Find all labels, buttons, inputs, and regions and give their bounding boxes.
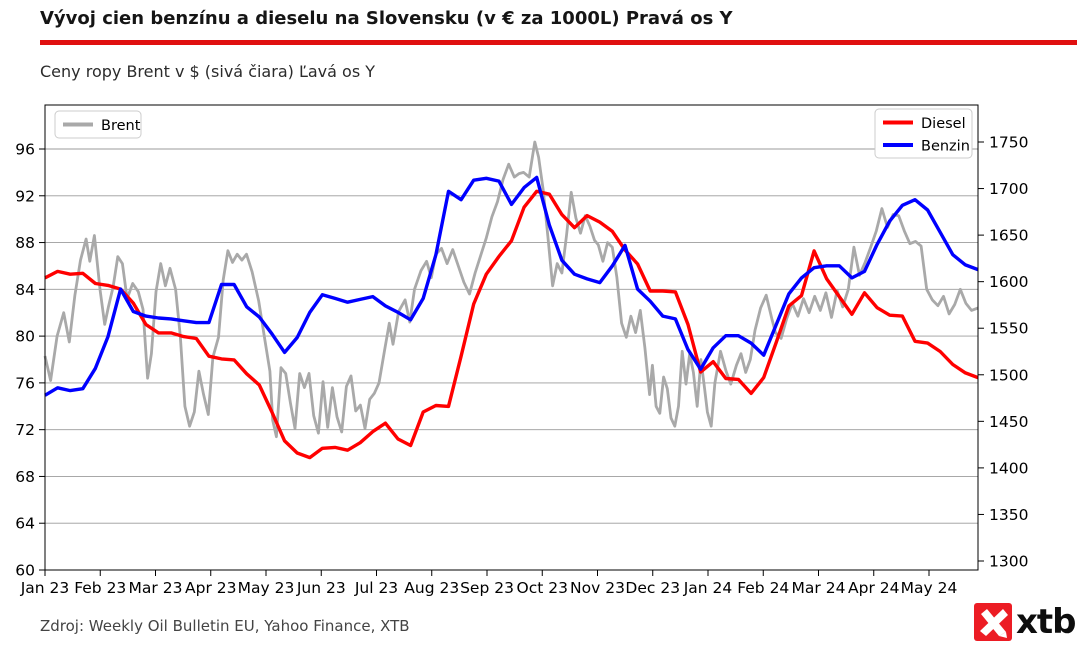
left-axis-tick-label: 60 — [15, 561, 35, 579]
series-lines — [43, 140, 979, 460]
right-axis-tick-label: 1750 — [989, 134, 1028, 152]
left-axis-tick-label: 88 — [15, 234, 35, 252]
left-axis-tick-label: 64 — [15, 515, 35, 533]
x-axis-tick-label: Sep 23 — [460, 579, 514, 597]
x-axis-tick-label: Jan 23 — [20, 579, 70, 597]
x-axis-tick-label: Feb 23 — [74, 579, 126, 597]
x-axis-tick-label: Dec 23 — [625, 579, 680, 597]
left-axis-tick-label: 92 — [15, 187, 35, 205]
source-note: Zdroj: Weekly Oil Bulletin EU, Yahoo Fin… — [40, 617, 410, 635]
x-axis-tick-label: Feb 24 — [737, 579, 789, 597]
x-axis-tick-label: Apr 23 — [185, 579, 236, 597]
chart-subtitle: Ceny ropy Brent v $ (sivá čiara) Ľavá os… — [40, 62, 376, 81]
x-axis-tick-label: Jul 23 — [354, 579, 398, 597]
plot-border — [44, 104, 979, 571]
left-axis-tick-label: 68 — [15, 468, 35, 486]
xtb-logo-icon — [974, 603, 1012, 641]
x-axis-tick-label: May 24 — [901, 579, 958, 597]
x-axis-tick-label: Jun 23 — [296, 579, 346, 597]
xtb-logo: xtb — [974, 602, 1078, 642]
x-axis-tick-label: Nov 23 — [570, 579, 625, 597]
axes: 96 92 88 84 80 76 72 68 64 60 1750 1700 1650 1600 1550… — [15, 134, 1028, 598]
right-axis-tick-label: 1350 — [989, 506, 1028, 524]
right-axis-tick-label: 1450 — [989, 413, 1028, 431]
left-axis-tick-label: 96 — [15, 141, 35, 159]
right-axis-tick-label: 1600 — [989, 273, 1028, 291]
page-title: Vývoj cien benzínu a dieselu na Slovensk… — [40, 8, 733, 29]
x-axis-tick-label: May 23 — [238, 579, 295, 597]
brent-line — [43, 140, 979, 439]
x-axis-tick-label: Aug 23 — [404, 579, 459, 597]
legend-brent: Brent — [54, 110, 142, 139]
xtb-logo-text: xtb — [1016, 602, 1077, 642]
title-accent-bar — [40, 40, 1077, 45]
left-axis-tick-label: 80 — [15, 328, 35, 346]
benzin-line — [44, 175, 979, 397]
x-axis-tick-label: Jan 24 — [683, 579, 733, 597]
x-axis-tick-label: Mar 23 — [129, 579, 183, 597]
right-axis-tick-label: 1700 — [989, 180, 1028, 198]
right-axis-tick-label: 1500 — [989, 366, 1028, 384]
legend-diesel-label: Diesel — [921, 116, 966, 132]
gridlines — [45, 148, 978, 571]
left-axis-tick-label: 72 — [15, 421, 35, 439]
diesel-line — [44, 189, 979, 460]
right-axis-tick-label: 1650 — [989, 227, 1028, 245]
x-axis-tick-label: Mar 24 — [792, 579, 846, 597]
x-axis-tick-label: Apr 24 — [848, 579, 899, 597]
x-axis-tick-label: Oct 23 — [517, 579, 568, 597]
legend-benzin-label: Benzin — [921, 139, 970, 155]
left-axis-tick-label: 76 — [15, 374, 35, 392]
legend-fuels: Diesel Benzin — [874, 108, 973, 159]
right-axis-tick-label: 1550 — [989, 320, 1028, 338]
legend-brent-label: Brent — [101, 118, 141, 134]
right-axis-tick-label: 1300 — [989, 552, 1028, 570]
left-axis-tick-label: 84 — [15, 281, 35, 299]
right-axis-tick-label: 1400 — [989, 459, 1028, 477]
